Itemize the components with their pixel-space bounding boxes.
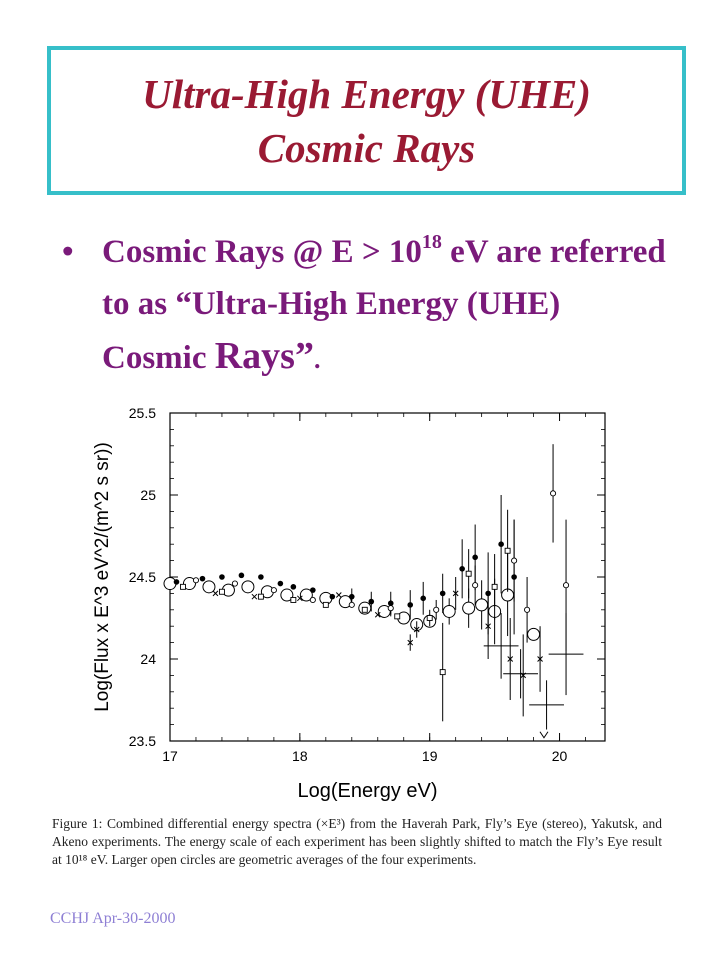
data-point-average	[442, 604, 456, 618]
data-point-square	[361, 606, 368, 613]
data-point-average	[202, 580, 216, 594]
bullet-period: .	[313, 345, 321, 374]
data-point-filled	[420, 595, 427, 602]
data-point-filled	[310, 587, 316, 593]
data-point-filled	[407, 602, 414, 608]
data-point-filled	[348, 593, 355, 600]
data-point-cross	[335, 592, 342, 598]
y-tick-label: 25	[140, 487, 156, 503]
x-tick-label: 19	[422, 748, 438, 764]
upper-limit-arrow	[539, 731, 549, 739]
bullet-part-3: Rays”	[214, 335, 314, 377]
data-point-square	[504, 547, 511, 554]
data-point-small-circle	[309, 596, 316, 604]
data-point-small-circle	[192, 577, 200, 584]
data-point-filled	[219, 574, 225, 580]
data-point-average	[299, 588, 313, 602]
x-axis-label: Log(Energy eV)	[297, 780, 437, 802]
data-point-small-circle	[231, 580, 238, 587]
data-point-small-circle	[562, 582, 570, 589]
figure-caption: Figure 1: Combined differential energy s…	[52, 816, 662, 867]
data-point-cross	[374, 611, 381, 618]
data-point-square	[290, 597, 297, 603]
data-point-average	[182, 577, 196, 591]
data-point-average	[241, 580, 255, 594]
bullet-exponent: 18	[421, 231, 442, 253]
energy-spectrum-chart: 17 18 19 20 23.5 24 24.5 25 25.5 Log(Energy eV) Lo…	[92, 405, 606, 802]
data-point-filled	[472, 554, 478, 561]
data-point-filled	[498, 541, 504, 547]
data-point-small-circle	[270, 587, 277, 594]
data-point-small-circle	[472, 582, 479, 589]
y-tick-label: 25.5	[129, 405, 156, 421]
bullet-part-2: eV are referred to as “Ultra-High Energy…	[102, 234, 666, 376]
data-point-cross	[413, 626, 420, 633]
data-point-filled	[439, 590, 446, 597]
title-box: Ultra-High Energy (UHE) Cosmic Rays	[47, 46, 686, 195]
y-tick-label: 23.5	[129, 733, 156, 749]
bullet-part-1: Cosmic Rays @ E > 10	[102, 234, 422, 270]
data-point-filled	[459, 566, 465, 572]
data-point-average	[163, 577, 177, 591]
x-tick-label: 20	[552, 748, 568, 764]
data-point-square	[491, 583, 498, 590]
data-point-small-circle	[387, 605, 394, 612]
bullet-text: Cosmic Rays @ E > 1018 eV are referred t…	[102, 226, 672, 386]
data-point-filled	[329, 593, 336, 600]
data-point-cross	[251, 593, 258, 600]
data-point-filled	[199, 575, 206, 582]
data-point-filled	[238, 572, 245, 579]
data-point-average	[280, 588, 294, 602]
slide-title-line-1: Ultra-High Energy (UHE)	[142, 70, 591, 117]
data-point-small-circle	[511, 557, 518, 564]
slide-title-line-2: Cosmic Rays	[257, 124, 476, 171]
data-point-filled	[368, 598, 375, 605]
data-point-filled	[277, 580, 284, 587]
data-point-average	[462, 601, 476, 615]
data-point-small-circle	[433, 606, 440, 613]
data-point-cross	[407, 639, 414, 646]
x-tick-label: 17	[162, 748, 178, 764]
x-tick-label: 18	[292, 748, 308, 764]
bullet-dot-icon: •	[62, 234, 74, 270]
data-point-cross	[507, 656, 514, 662]
data-point-square	[257, 593, 264, 600]
data-point-cross	[485, 623, 491, 630]
y-tick-label: 24	[140, 651, 156, 667]
data-point-cross	[537, 656, 543, 662]
data-point-filled	[258, 574, 264, 580]
y-tick-label: 24.5	[129, 569, 156, 585]
data-point-filled	[290, 584, 297, 590]
data-point-square	[322, 601, 329, 608]
data-point-square	[218, 588, 225, 595]
data-point-square	[465, 570, 472, 577]
footer-date: CCHJ Apr-30-2000	[50, 910, 176, 927]
data-point-square	[394, 613, 401, 620]
data-point-square	[426, 615, 433, 621]
data-point-small-circle	[348, 601, 355, 608]
data-point-small-circle	[524, 606, 531, 613]
data-point-average	[527, 627, 541, 641]
data-point-square	[439, 669, 446, 676]
data-point-cross	[296, 595, 303, 602]
y-axis-label: Log(Flux x E^3 eV^2/(m^2 s sr))	[92, 442, 113, 712]
data-point-cross	[212, 590, 219, 597]
data-point-square	[180, 583, 186, 590]
data-point-average	[475, 598, 489, 612]
data-point-cross	[452, 590, 459, 597]
data-point-filled	[173, 579, 180, 585]
data-point-small-circle	[550, 490, 557, 497]
